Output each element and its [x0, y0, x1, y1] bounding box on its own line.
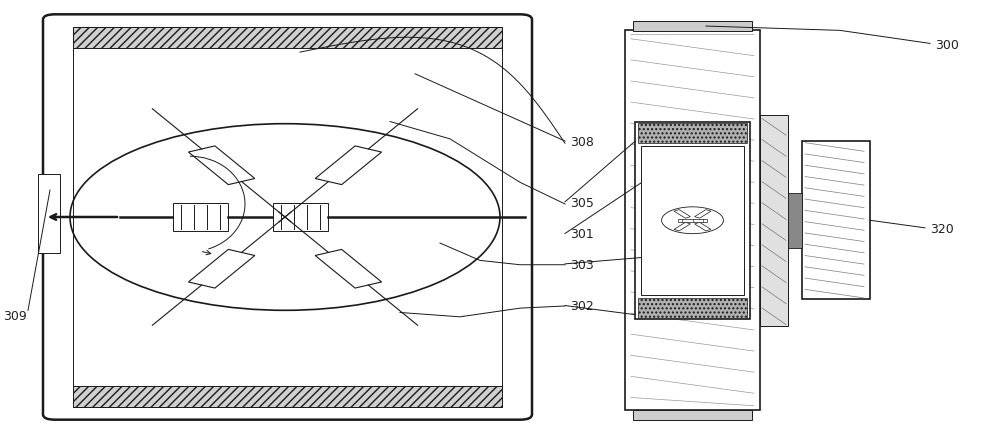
Bar [788, 193, 802, 248]
Bar [633, 21, 752, 31]
Bar [73, 27, 502, 48]
Bar [638, 123, 747, 142]
Text: 320: 320 [930, 223, 954, 236]
Bar [802, 141, 870, 299]
Bar [625, 30, 760, 410]
Text: 309: 309 [3, 310, 27, 323]
Bar [638, 298, 747, 318]
Bar [273, 203, 328, 231]
Polygon shape [315, 146, 382, 184]
Text: 303: 303 [570, 259, 594, 272]
Bar [73, 27, 502, 407]
Polygon shape [315, 250, 382, 288]
Text: 300: 300 [935, 39, 959, 52]
Bar [760, 115, 788, 326]
Polygon shape [188, 250, 255, 288]
Polygon shape [674, 222, 690, 231]
Bar [38, 174, 60, 253]
Bar [633, 410, 752, 420]
Bar [641, 145, 744, 295]
Text: 302: 302 [570, 300, 594, 313]
Text: 308: 308 [570, 136, 594, 149]
Text: 301: 301 [570, 228, 594, 241]
Polygon shape [188, 146, 255, 184]
Polygon shape [674, 210, 690, 218]
Bar [678, 219, 707, 222]
Polygon shape [695, 222, 711, 231]
Bar [635, 122, 750, 319]
Polygon shape [695, 210, 711, 218]
FancyBboxPatch shape [43, 14, 532, 420]
Bar [73, 386, 502, 407]
Text: 305: 305 [570, 197, 594, 210]
Bar [173, 203, 228, 231]
